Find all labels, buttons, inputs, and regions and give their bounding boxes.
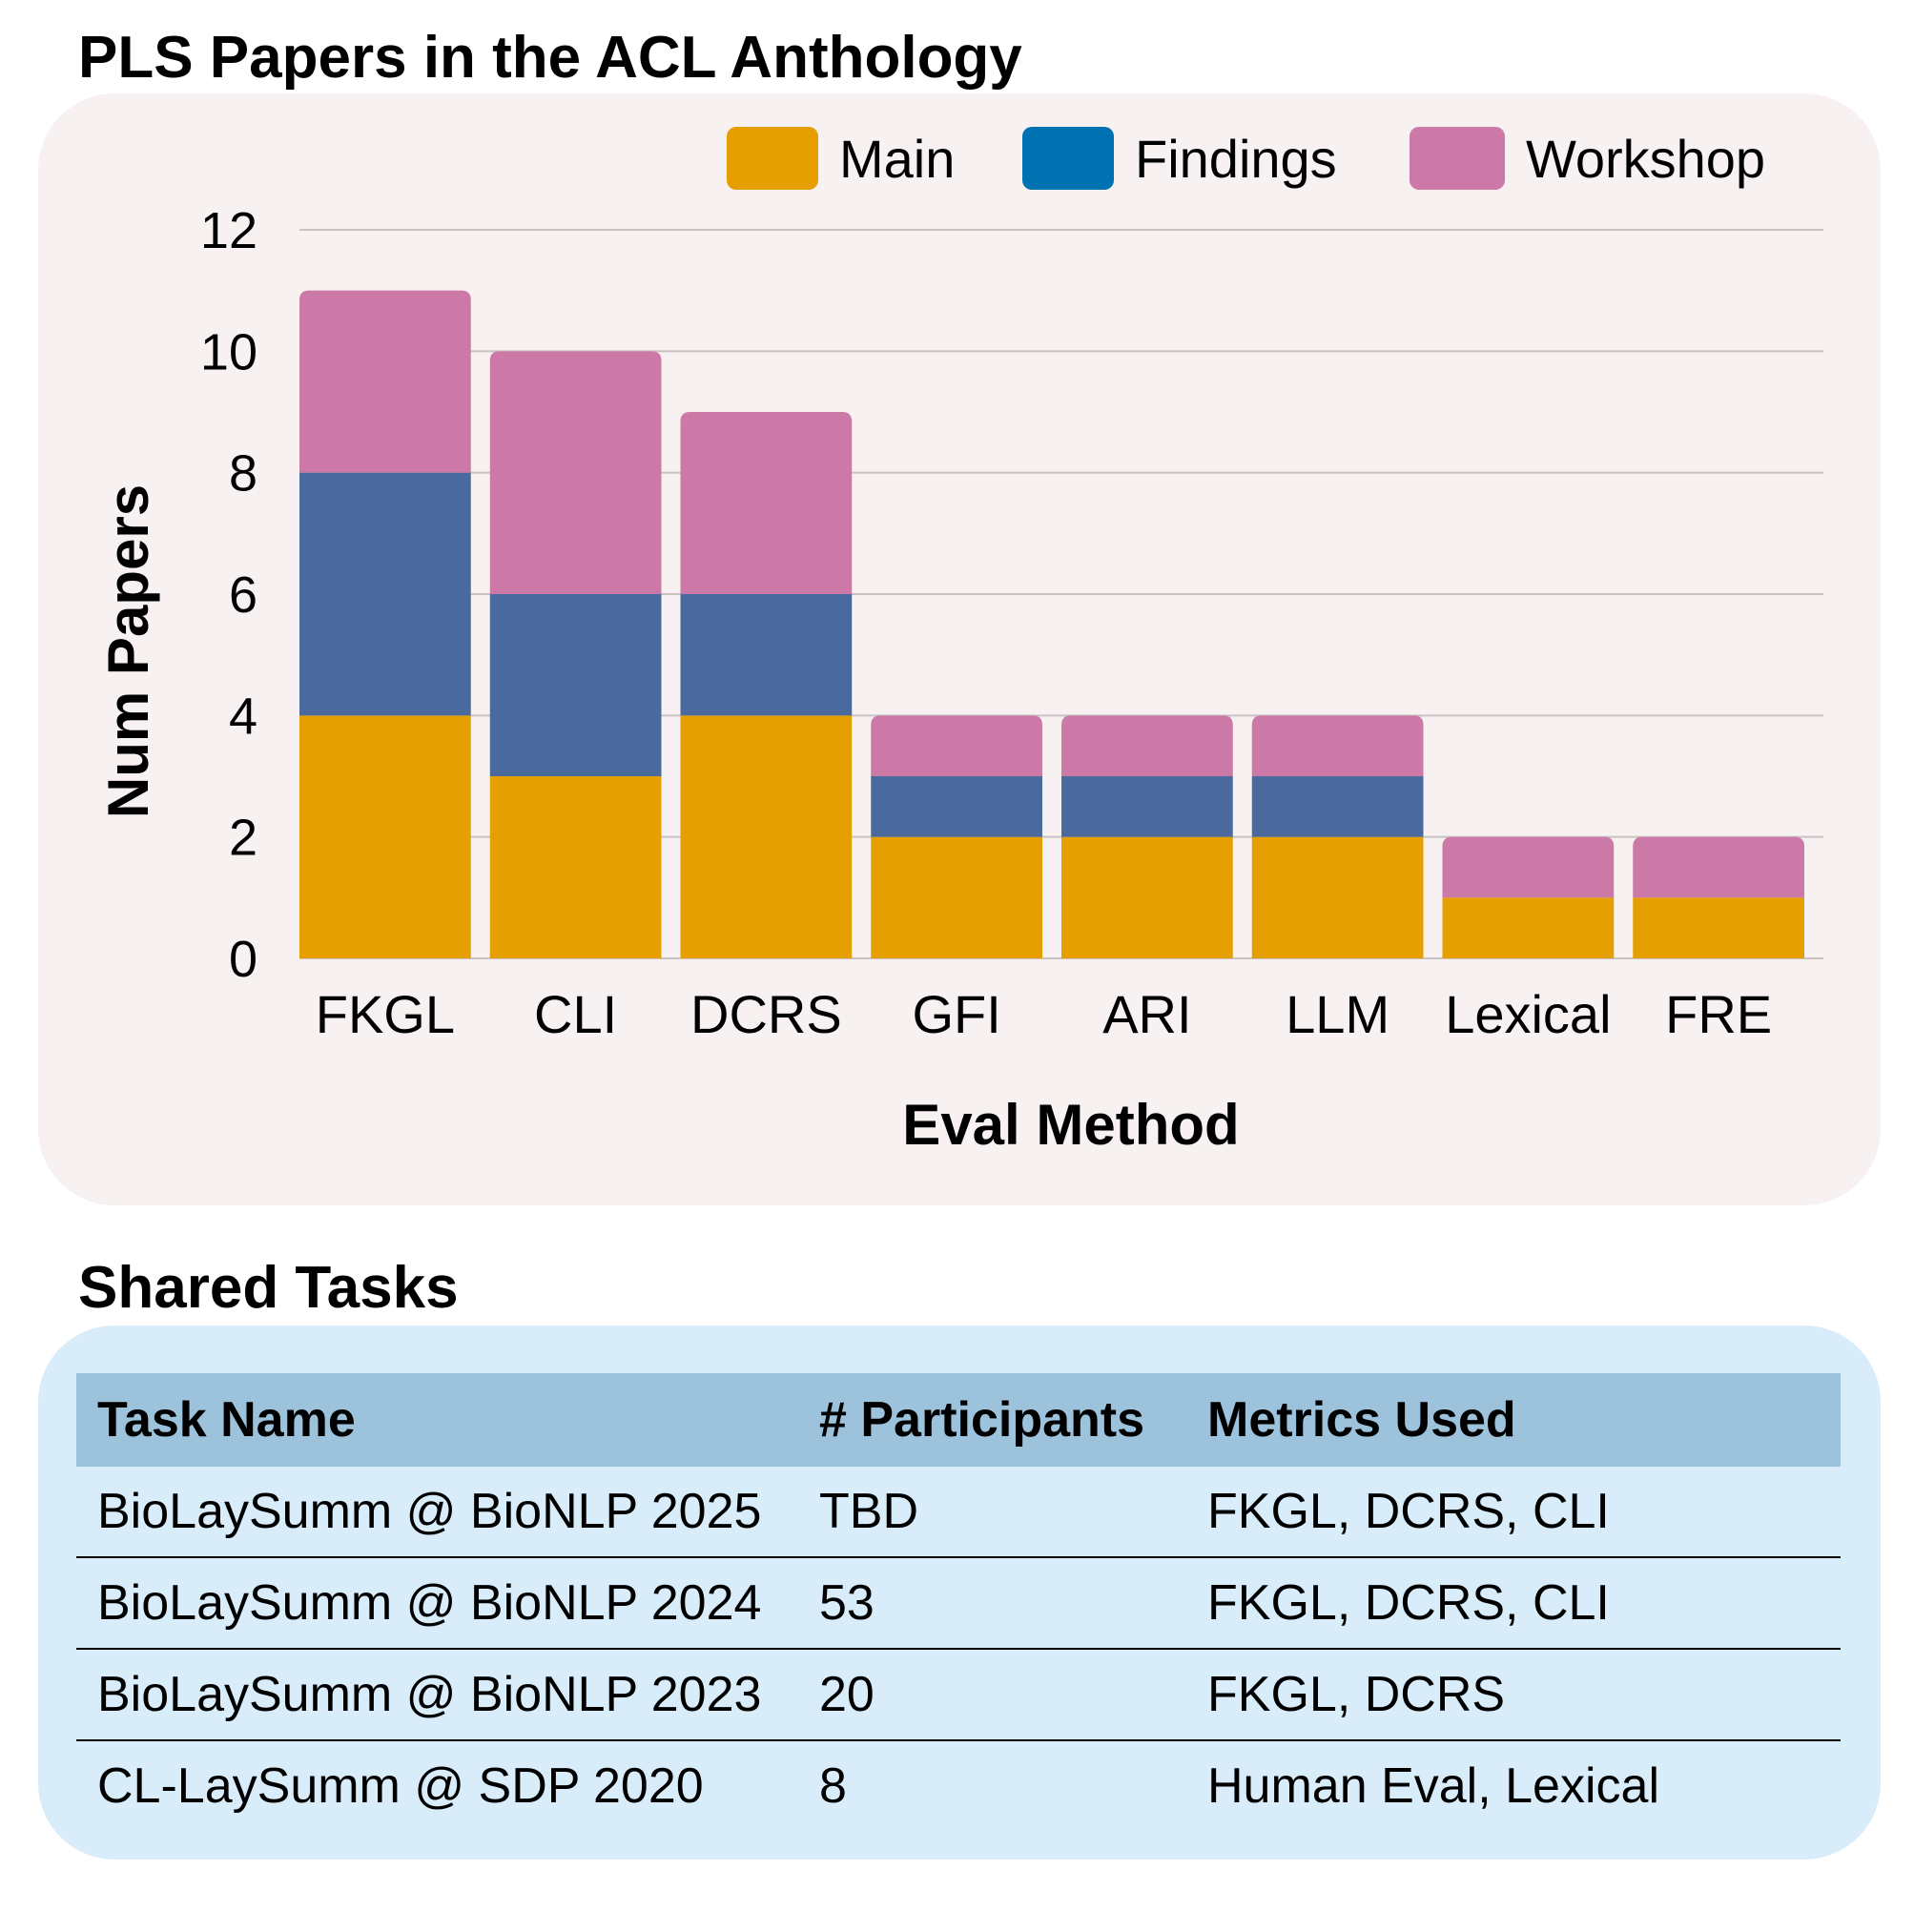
bar-lexical-workshop xyxy=(1442,836,1615,898)
x-tick-label: FRE xyxy=(1665,984,1772,1044)
task-name-cell: BioLaySumm @ BioNLP 2024 xyxy=(76,1557,798,1650)
y-tick-label: 8 xyxy=(229,445,257,503)
participants-cell: 53 xyxy=(798,1557,1186,1650)
legend-label-main: Main xyxy=(839,129,955,189)
y-tick-label: 6 xyxy=(229,566,257,624)
bar-llm-workshop xyxy=(1251,715,1424,776)
y-tick-label: 10 xyxy=(200,323,257,380)
participants-cell: 20 xyxy=(798,1649,1186,1741)
legend-label-workshop: Workshop xyxy=(1526,129,1765,189)
bar-gfi-main xyxy=(871,836,1042,958)
task-name-cell: CL-LaySumm @ SDP 2020 xyxy=(97,1758,704,1814)
bar-llm-findings xyxy=(1251,776,1424,837)
chart-panel: 0 2 4 6 8 10 12 FKGL CLI DCRS GFI ARI LLM Lexical FRE E… xyxy=(38,93,1881,1205)
bar-fkgl-workshop xyxy=(299,290,471,473)
shared-tasks-title: Shared Tasks xyxy=(78,1255,459,1321)
x-tick-label: ARI xyxy=(1102,984,1191,1044)
y-tick-label: 4 xyxy=(229,688,257,745)
header-metrics-used: Metrics Used xyxy=(1186,1373,1841,1467)
metrics-cell: FKGL, DCRS xyxy=(1186,1649,1841,1741)
bar-cli-workshop xyxy=(489,351,662,594)
table-row: BioLaySumm @ BioNLP 2023 20 FKGL, DCRS xyxy=(76,1649,1841,1741)
table-row: BioLaySumm @ BioNLP 2024 53 FKGL, DCRS, … xyxy=(76,1557,1841,1650)
task-name-cell: BioLaySumm @ BioNLP 2025 xyxy=(76,1467,798,1558)
y-tick-label: 0 xyxy=(229,931,257,988)
participants-cell: 8 xyxy=(819,1758,847,1814)
bar-lexical-main xyxy=(1442,897,1615,958)
bar-dcrs-main xyxy=(680,715,853,958)
table-header-row: Task Name # Participants Metrics Used xyxy=(76,1373,1841,1467)
y-axis-title: Num Papers xyxy=(96,484,160,818)
header-participants: # Participants xyxy=(798,1373,1186,1467)
participants-cell: TBD xyxy=(798,1467,1186,1558)
x-tick-label: FKGL xyxy=(316,984,455,1044)
chart-title: PLS Papers in the ACL Anthology xyxy=(78,25,1022,91)
x-tick-label: Lexical xyxy=(1445,984,1611,1044)
legend-label-findings: Findings xyxy=(1135,129,1337,189)
bar-cli-findings xyxy=(489,594,662,776)
bar-gfi-findings xyxy=(871,776,1042,837)
bar-fre-workshop xyxy=(1633,836,1804,898)
metrics-cell: Human Eval, Lexical xyxy=(1207,1758,1659,1814)
y-tick-label: 12 xyxy=(200,202,257,259)
x-tick-label: GFI xyxy=(912,984,1000,1044)
x-tick-label: LLM xyxy=(1286,984,1389,1044)
x-axis-title: Eval Method xyxy=(902,1093,1239,1157)
bar-dcrs-findings xyxy=(680,594,853,716)
task-name-cell: BioLaySumm @ BioNLP 2023 xyxy=(76,1649,798,1741)
bar-gfi-workshop xyxy=(871,715,1042,776)
legend-swatch-workshop xyxy=(1410,127,1505,190)
table-row: CL-LaySumm @ SDP 2020 8 Human Eval, Lexi… xyxy=(76,1740,1841,1831)
shared-tasks-panel: Task Name # Participants Metrics Used Bi… xyxy=(38,1326,1881,1860)
bar-fkgl-findings xyxy=(299,472,471,716)
metrics-cell: FKGL, DCRS, CLI xyxy=(1186,1467,1841,1558)
bar-fkgl-main xyxy=(299,715,471,958)
y-tick-label: 2 xyxy=(229,810,257,867)
bar-ari-workshop xyxy=(1061,715,1233,776)
x-tick-label: CLI xyxy=(534,984,617,1044)
stacked-bar-chart: 0 2 4 6 8 10 12 FKGL CLI DCRS GFI ARI LLM Lexical FRE E… xyxy=(96,127,1823,1157)
shared-tasks-table: Task Name # Participants Metrics Used Bi… xyxy=(76,1373,1841,1831)
x-tick-label: DCRS xyxy=(690,984,842,1044)
legend-swatch-main xyxy=(727,127,818,190)
bar-ari-main xyxy=(1061,836,1233,958)
bar-dcrs-workshop xyxy=(680,412,853,594)
bar-ari-findings xyxy=(1061,776,1233,837)
bar-fre-main xyxy=(1633,897,1804,958)
bar-cli-main xyxy=(489,776,662,958)
header-task-name: Task Name xyxy=(76,1373,798,1467)
bar-llm-main xyxy=(1251,836,1424,958)
table-row: BioLaySumm @ BioNLP 2025 TBD FKGL, DCRS,… xyxy=(76,1467,1841,1558)
legend-swatch-findings xyxy=(1022,127,1114,190)
metrics-cell: FKGL, DCRS, CLI xyxy=(1186,1557,1841,1650)
